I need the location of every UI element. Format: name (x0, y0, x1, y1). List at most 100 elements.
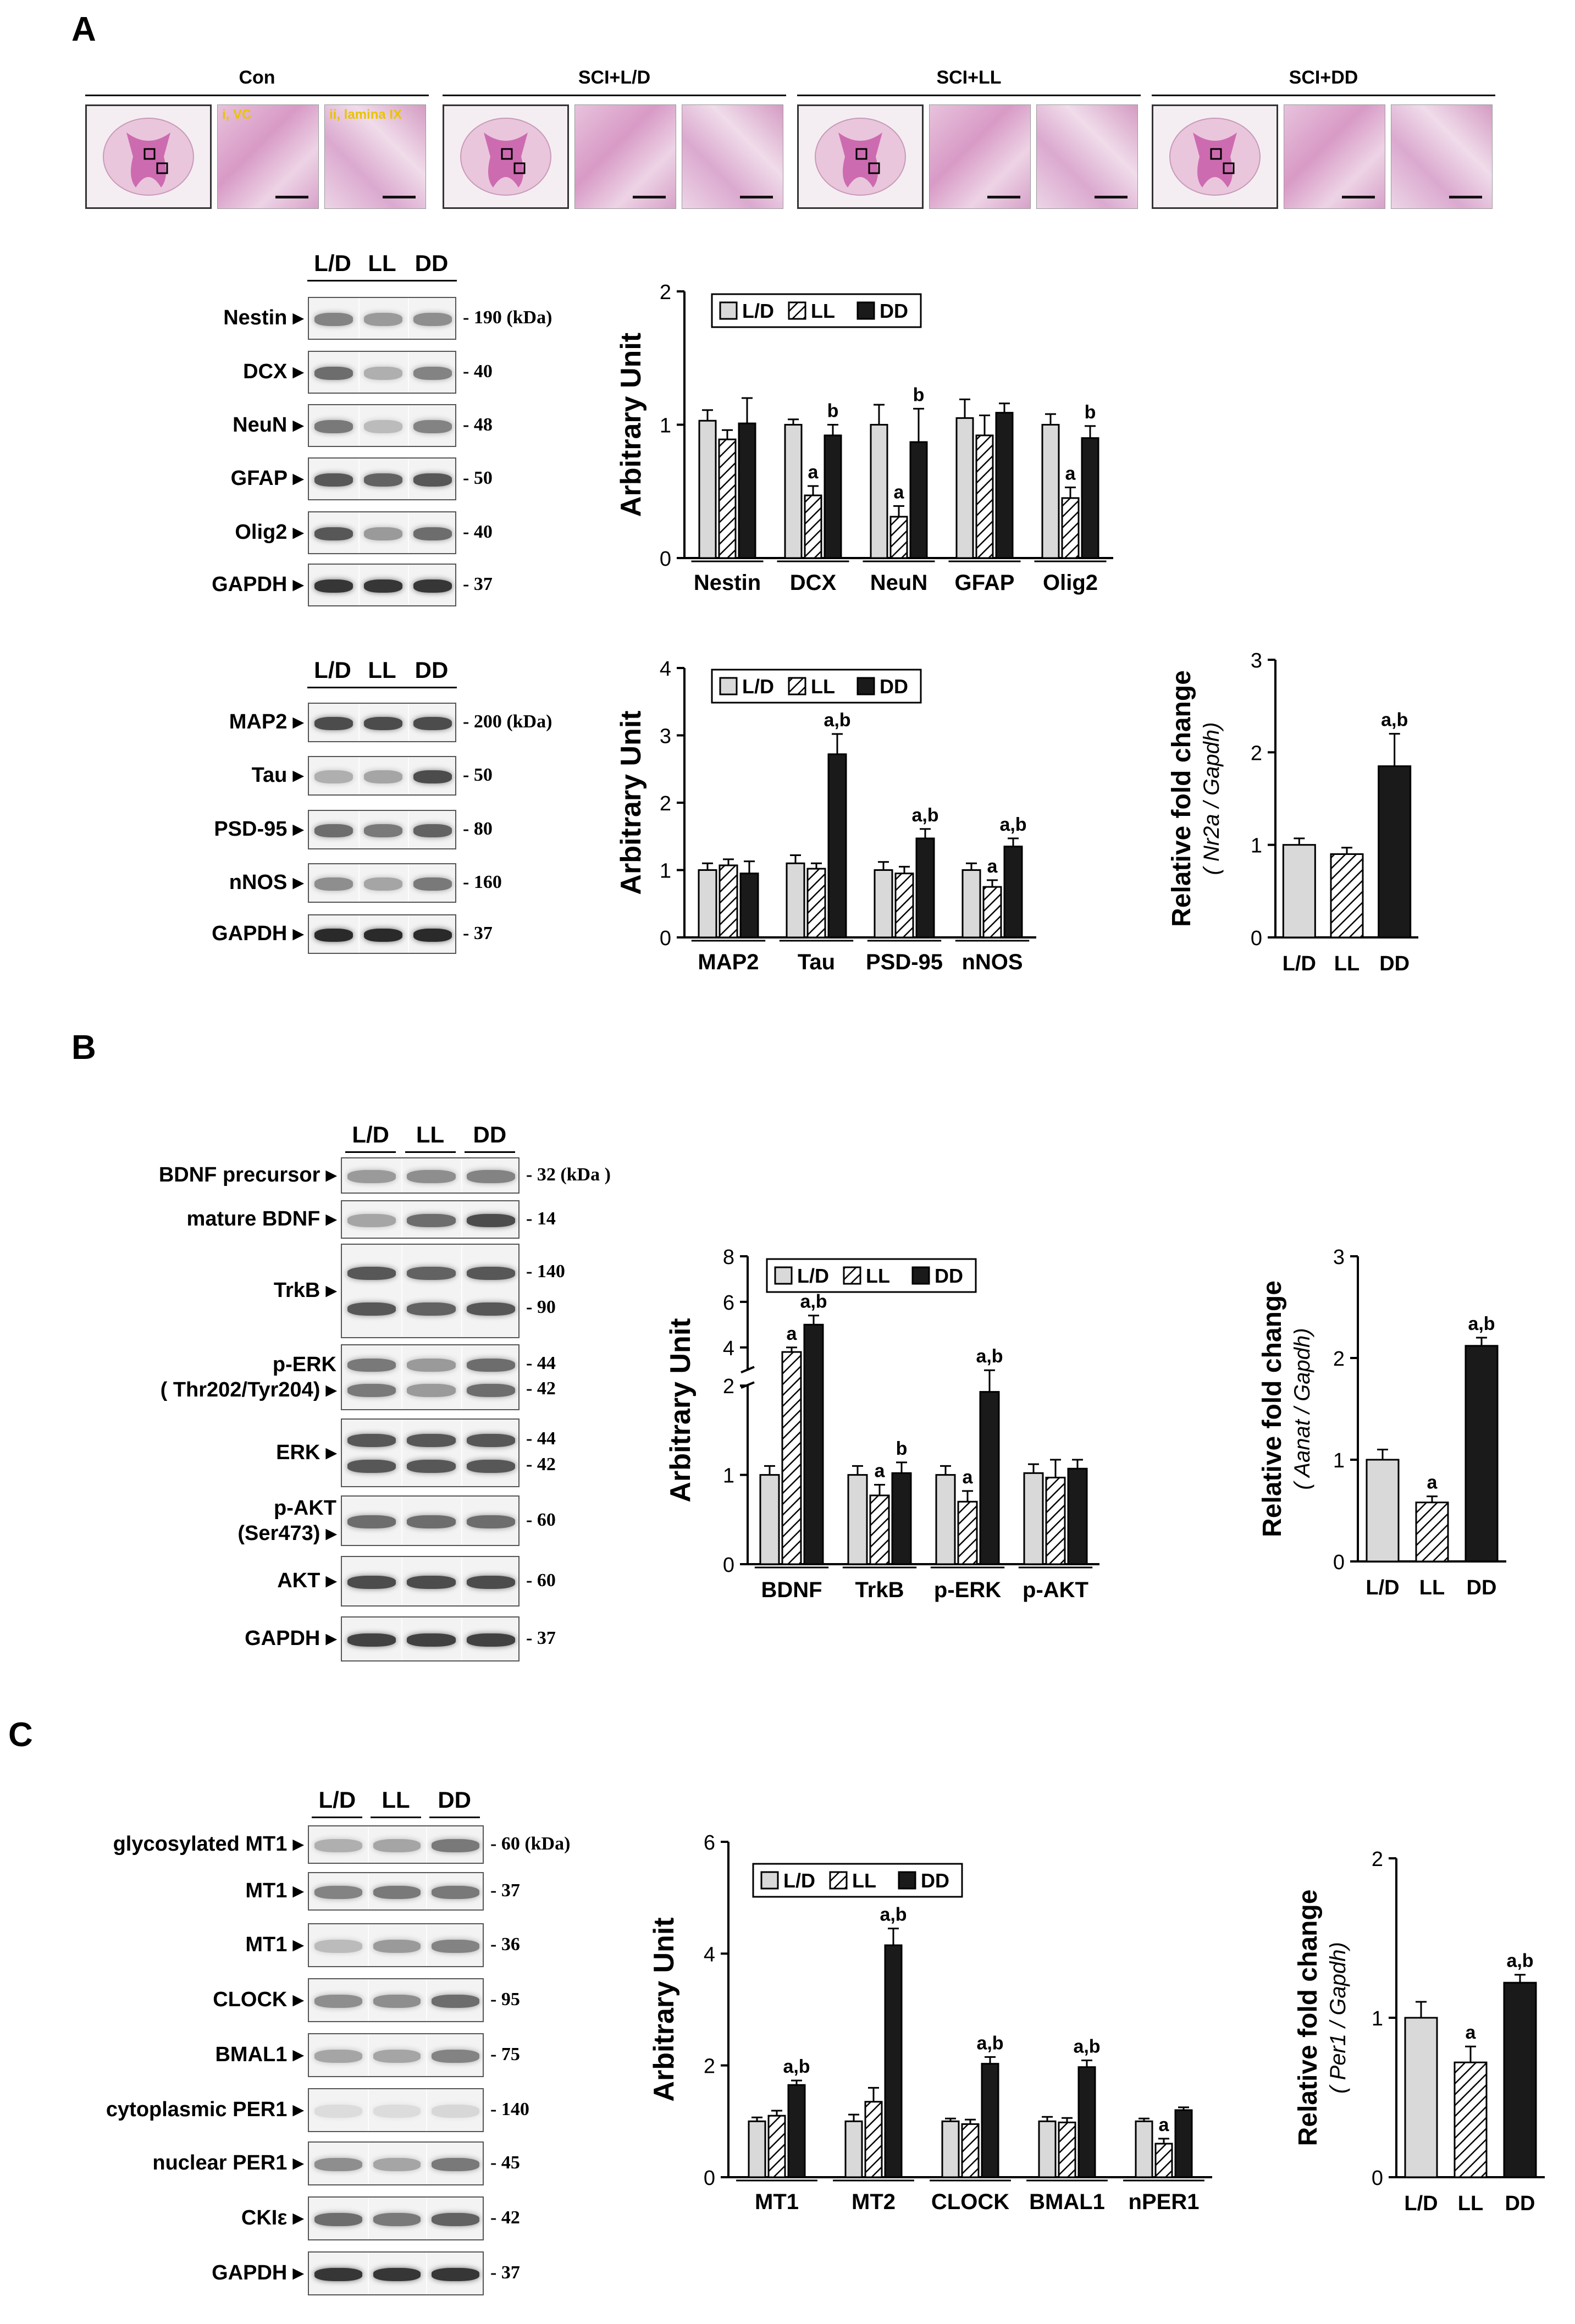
protein-band (413, 717, 452, 730)
protein-band (314, 527, 353, 540)
inset-label: ii, lamina IX (329, 107, 402, 122)
significance-label: a (894, 482, 905, 503)
scale-bar (383, 196, 416, 198)
molecular-weight-label: - 45 (490, 2152, 520, 2173)
legend-label: L/D (742, 300, 774, 322)
molecular-weight-label: - 95 (490, 1989, 520, 2010)
molecular-weight-label: - 140 (490, 2099, 529, 2119)
bar-DD-MT1 (787, 2084, 806, 2178)
lane-divider (367, 2034, 369, 2076)
significance-label: a,b (783, 2056, 810, 2077)
legend-label: L/D (797, 1265, 829, 1287)
protein-band (432, 2268, 479, 2281)
protein-band (364, 473, 402, 487)
lane-divider (461, 1245, 462, 1337)
y-tick-label: 6 (723, 1291, 734, 1315)
histology-group-label: SCI+L/D (578, 67, 651, 88)
bar-LL-MT1 (767, 2115, 786, 2178)
legend-label: LL (852, 1869, 876, 1892)
legend-label: LL (811, 675, 835, 698)
histology-magnified-view (929, 104, 1031, 209)
blot-protein-label: nNOS ▸ (229, 871, 303, 894)
x-tick-label: MT1 (755, 2190, 799, 2214)
histology-magnified-view: ii, lamina IX (324, 104, 426, 209)
legend-box (711, 293, 922, 328)
protein-band (466, 1170, 515, 1183)
y-tick-label: 1 (1251, 835, 1262, 858)
legend-label: DD (921, 1869, 949, 1892)
molecular-weight-label: - 80 (463, 819, 493, 839)
protein-band (413, 420, 452, 433)
histology-magnified-view (574, 104, 676, 209)
x-tick-label: CLOCK (931, 2190, 1009, 2214)
x-tick-label: LL (1419, 1576, 1445, 1599)
blot-protein-label: CKIε ▸ (241, 2206, 303, 2229)
histology-magnified-view: i, VC (217, 104, 319, 209)
blot-band-strip (341, 1157, 520, 1194)
axis-break-mark (740, 1366, 755, 1389)
lane-divider (426, 2089, 428, 2131)
lane-divider (401, 1345, 403, 1409)
bar-DD-CLOCK (981, 2063, 999, 2178)
protein-band (314, 473, 353, 487)
bar-DD-p-AKT (1067, 1467, 1088, 1565)
protein-band (413, 527, 452, 540)
significance-label: a (808, 462, 819, 483)
protein-band (364, 367, 402, 380)
blot-band-strip (308, 564, 456, 606)
x-tick-label: p-AKT (1023, 1578, 1088, 1602)
legend-swatch (898, 1871, 916, 1890)
lane-underline (312, 1817, 363, 1818)
blot-band-strip (308, 2088, 484, 2132)
x-tick-label: LL (1458, 2192, 1483, 2215)
x-tick-label: TrkB (855, 1578, 904, 1602)
lane-divider (358, 915, 360, 953)
panel-letter-b: B (71, 1029, 96, 1067)
protein-band (432, 1995, 479, 2008)
y-tick-label: 1 (1372, 2007, 1383, 2030)
protein-band (413, 579, 452, 593)
protein-band (373, 2050, 421, 2063)
legend-swatch (719, 677, 738, 695)
bar-LD-TrkB (847, 1474, 868, 1565)
molecular-weight-label: - 60 (kDa) (490, 1834, 571, 1854)
legend-box (752, 1863, 963, 1898)
bar-LL-BDNF (781, 1351, 802, 1565)
protein-band (466, 1460, 515, 1473)
bar-LD-BDNF (759, 1474, 780, 1565)
protein-band (432, 2050, 479, 2063)
protein-band (407, 1170, 456, 1183)
significance-label: a,b (976, 1346, 1003, 1367)
blot-protein-label: PSD-95 ▸ (214, 818, 303, 841)
lane-divider (367, 2143, 369, 2184)
molecular-weight-label: - 200 (kDa) (463, 711, 552, 732)
lane-divider (408, 459, 409, 499)
bar-DD-DCX (824, 434, 842, 559)
molecular-weight-label: - 14 (526, 1208, 556, 1229)
blot-protein-label: GFAP ▸ (230, 467, 303, 490)
significance-label: a (1427, 1472, 1438, 1493)
scale-bar (740, 196, 773, 198)
bar-DD-nNOS (1003, 846, 1023, 939)
molecular-weight-label: - 60 (526, 1570, 556, 1591)
x-tick-label: MAP2 (698, 950, 759, 974)
bar-LD-GFAP (955, 417, 974, 559)
protein-band (407, 1433, 456, 1447)
protein-band (314, 2105, 362, 2118)
lane-divider (426, 2253, 428, 2294)
protein-band (407, 1266, 456, 1280)
y-tick-label: 6 (704, 1831, 715, 1854)
x-tick-label: PSD-95 (866, 950, 943, 974)
lane-divider (426, 2034, 428, 2076)
histology-magnified-view (682, 104, 783, 209)
lane-divider (408, 864, 409, 902)
blot-protein-label: BMAL1 ▸ (215, 2043, 303, 2066)
significance-label: a (987, 856, 998, 877)
lane-label: DD (438, 1787, 471, 1813)
legend-swatch (856, 301, 875, 320)
protein-band (314, 579, 353, 593)
blot-protein-label: BDNF precursor ▸ (158, 1163, 336, 1186)
protein-band (314, 2268, 362, 2281)
molecular-weight-label: - 48 (463, 415, 493, 435)
x-tick-label: DD (1467, 1576, 1497, 1599)
